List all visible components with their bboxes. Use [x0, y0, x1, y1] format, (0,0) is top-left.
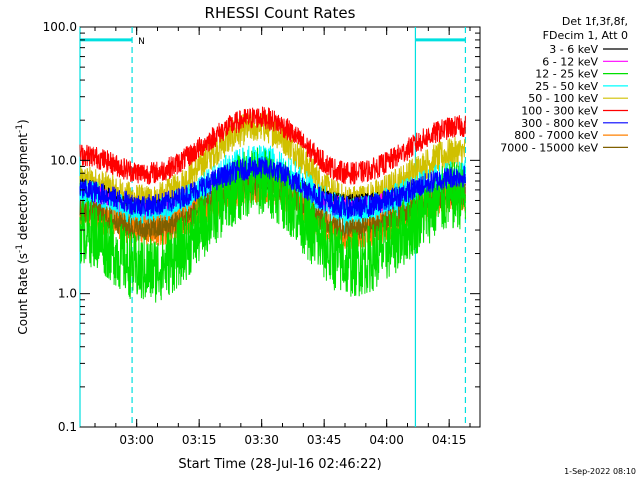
y-axis-label-sup1: -1 [15, 244, 25, 253]
y-axis: 0.1 1.0 10.0 100.0 [43, 20, 480, 434]
y-tick-label: 0.1 [58, 420, 77, 434]
legend-label: 3 - 6 keV [549, 43, 598, 56]
legend-label: 50 - 100 keV [528, 92, 598, 105]
legend-header-2: FDecim 1, Att 0 [543, 29, 628, 42]
y-tick-label: 1.0 [58, 287, 77, 301]
footer-timestamp: 1-Sep-2022 08:10 [564, 467, 636, 476]
x-axis-label: Start Time (28-Jul-16 02:46:22) [178, 457, 381, 472]
y-axis-label-sup2: -1 [15, 124, 25, 133]
series-line-100-300kev [79, 106, 466, 185]
legend-label: 300 - 800 keV [521, 117, 598, 130]
series-lines [79, 106, 466, 303]
x-tick-label: 04:00 [369, 433, 404, 447]
chart-title: RHESSI Count Rates [205, 4, 356, 22]
x-axis: 03:00 03:15 03:30 03:45 04:00 04:15 [94, 27, 471, 447]
legend-header-1: Det 1f,3f,8f, [562, 15, 628, 28]
legend-label: 800 - 7000 keV [514, 129, 598, 142]
x-tick-label: 03:00 [119, 433, 154, 447]
legend-label: 7000 - 15000 keV [500, 141, 598, 154]
legend: Det 1f,3f,8f, FDecim 1, Att 0 3 - 6 keV6… [500, 15, 628, 154]
series-line-300-800kev [79, 156, 466, 220]
interval-label: N [138, 37, 145, 47]
y-tick-label: 100.0 [43, 20, 77, 34]
y-axis-label-part1: Count Rate (s [16, 253, 30, 335]
y-tick-label: 10.0 [50, 153, 77, 167]
y-axis-label-part3: ) [16, 119, 30, 124]
x-tick-label: 03:30 [244, 433, 279, 447]
y-axis-label: Count Rate (s-1 detector segment-1) [15, 119, 30, 334]
series-line-12-25kev [79, 147, 466, 303]
legend-label: 12 - 25 keV [535, 68, 598, 81]
y-axis-label-part2: detector segment [16, 133, 30, 244]
legend-label: 6 - 12 keV [542, 55, 598, 68]
x-tick-label: 04:15 [432, 433, 467, 447]
legend-label: 25 - 50 keV [535, 80, 598, 93]
legend-label: 100 - 300 keV [521, 105, 598, 118]
x-tick-label: 03:15 [182, 433, 217, 447]
x-tick-label: 03:45 [307, 433, 342, 447]
